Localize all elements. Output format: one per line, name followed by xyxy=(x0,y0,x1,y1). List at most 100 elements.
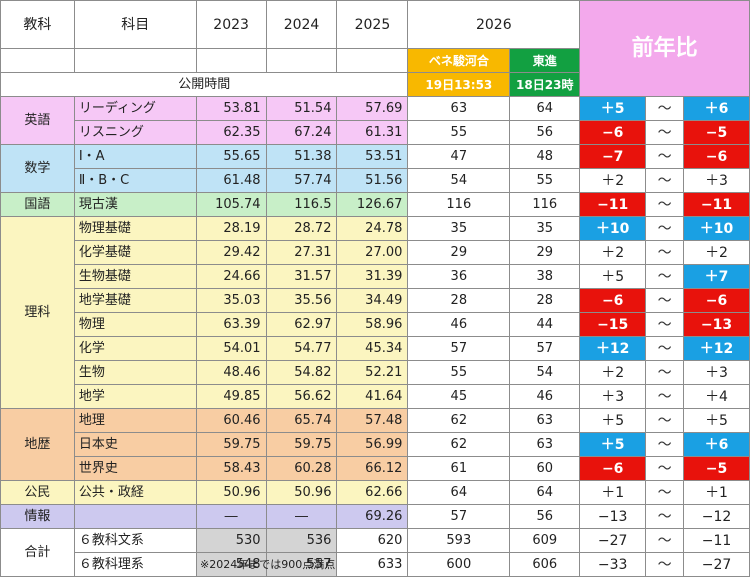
tilde-separator: 〜 xyxy=(645,216,685,241)
yoy-low: −33 xyxy=(579,552,647,577)
table-row: 合計 ６教科文系 530 536 620 593 609 −27 〜 −11 xyxy=(0,528,750,577)
subject-name-cell: 公共・政経 xyxy=(73,480,197,505)
yoy-high: −6 xyxy=(683,144,750,169)
toshin-score: 57 xyxy=(509,336,581,361)
yoy-high: −13 xyxy=(683,312,750,337)
score-2025: 52.21 xyxy=(336,360,409,385)
score-2025: 58.96 xyxy=(336,312,409,337)
benesse-score: 57 xyxy=(407,336,511,361)
yoy-high: −11 xyxy=(683,528,750,553)
score-2023: 55.65 xyxy=(195,144,267,169)
score-2025: 45.34 xyxy=(336,336,409,361)
yoy-low: −6 xyxy=(579,456,647,481)
tilde-separator: 〜 xyxy=(645,408,685,433)
yoy-high: ＋1 xyxy=(683,480,750,505)
score-2025: 31.39 xyxy=(336,264,409,289)
subject-name-cell: 地学基礎 xyxy=(73,288,197,313)
score-2025: 41.64 xyxy=(336,384,409,409)
tilde-separator: 〜 xyxy=(645,264,685,289)
yoy-high: −6 xyxy=(683,288,750,313)
public-time-label: 公開時間 xyxy=(0,72,409,97)
header-2024: 2024 xyxy=(265,0,338,49)
benesse-score: 54 xyxy=(407,168,511,193)
toshin-score: 48 xyxy=(509,144,581,169)
subject-name-cell: 地理 xyxy=(73,408,197,433)
score-2023: 63.39 xyxy=(195,312,267,337)
subject-name-cell: 日本史 xyxy=(73,432,197,457)
subject-name-cell: ６教科理系 xyxy=(73,552,197,577)
yoy-low: −11 xyxy=(579,192,647,217)
score-2024: 65.74 xyxy=(265,408,338,433)
score-2024: 60.28 xyxy=(265,456,338,481)
score-2023: 548 xyxy=(195,552,267,577)
score-2024: 54.82 xyxy=(265,360,338,385)
table-row: 地学 49.85 56.62 41.64 45 46 ＋3 〜＋4 xyxy=(1,384,750,409)
score-2025: 57.69 xyxy=(336,96,409,121)
score-2025: 34.49 xyxy=(336,288,409,313)
toshin-score: 29 xyxy=(509,240,581,265)
yoy-low: −7 xyxy=(579,144,647,169)
subject-name-cell xyxy=(73,504,197,529)
score-2024: 51.54 xyxy=(265,96,338,121)
tilde-separator: 〜 xyxy=(645,168,685,193)
toshin-score: 54 xyxy=(509,360,581,385)
yoy-low: ＋2 xyxy=(579,168,647,193)
benesse-score: 62 xyxy=(407,432,511,457)
subject-group-cell: 地歴 xyxy=(0,408,75,481)
table-row: 地学基礎 35.03 35.56 34.49 28 28 −6 〜 −6 xyxy=(1,288,750,313)
subject-name-cell: 生物 xyxy=(73,360,197,385)
yoy-high: ＋4 xyxy=(683,384,750,409)
score-2024: 116.5 xyxy=(265,192,338,217)
header-2025: 2025 xyxy=(336,0,409,49)
toshin-score: 606 xyxy=(509,552,581,577)
subject-name-cell: 地学 xyxy=(73,384,197,409)
benesse-score: 61 xyxy=(407,456,511,481)
tilde-separator: 〜 xyxy=(645,288,685,313)
table-row: 化学基礎 29.42 27.31 27.00 29 29 ＋2 〜＋2 xyxy=(1,240,750,265)
table-row: 情報 ― ― 69.26 57 56 −13 〜 −12 xyxy=(0,504,750,529)
header-subject: 科目 xyxy=(73,0,197,49)
toshin-time: 18日23時 xyxy=(509,72,581,97)
benesse-score: 593 xyxy=(407,528,511,553)
score-2024: 27.31 xyxy=(265,240,338,265)
subject-name-cell: 化学基礎 xyxy=(73,240,197,265)
benesse-score: 35 xyxy=(407,216,511,241)
score-2024: 54.77 xyxy=(265,336,338,361)
subject-group-cell: 国語 xyxy=(0,192,75,217)
score-2025: 633 xyxy=(336,552,409,577)
header-subject-group: 教科 xyxy=(0,0,75,49)
score-2023: 29.42 xyxy=(195,240,267,265)
blank-cell xyxy=(74,48,197,73)
score-2023: 35.03 xyxy=(195,288,267,313)
score-2023: 60.46 xyxy=(195,408,267,433)
tilde-separator: 〜 xyxy=(645,504,685,529)
benesse-score: 63 xyxy=(407,96,511,121)
subject-name-cell: リーディング xyxy=(73,96,197,121)
yoy-low: ＋5 xyxy=(579,96,647,121)
tilde-separator: 〜 xyxy=(645,336,685,361)
yoy-high: ＋12 xyxy=(683,336,750,361)
table-row: 日本史 59.75 59.75 56.99 62 63 ＋5 〜＋6 xyxy=(1,432,750,457)
benesse-score: 57 xyxy=(407,504,511,529)
yoy-high: −5 xyxy=(683,456,750,481)
score-2024: 67.24 xyxy=(265,120,338,145)
tilde-separator: 〜 xyxy=(645,144,685,169)
yoy-high: ＋6 xyxy=(683,96,750,121)
yoy-low: ＋1 xyxy=(579,480,647,505)
benesse-score: 45 xyxy=(407,384,511,409)
toshin-score: 63 xyxy=(509,432,581,457)
footnote: ※2024年までは900点満点 xyxy=(200,558,336,571)
yoy-high: −11 xyxy=(683,192,750,217)
tilde-separator: 〜 xyxy=(645,96,685,121)
benesse-score: 116 xyxy=(407,192,511,217)
yoy-high: ＋3 xyxy=(683,168,750,193)
score-2023: 62.35 xyxy=(195,120,267,145)
score-2023: 59.75 xyxy=(195,432,267,457)
yoy-high: −5 xyxy=(683,120,750,145)
score-2025: 620 xyxy=(336,528,409,553)
subject-name-cell: 物理 xyxy=(73,312,197,337)
table-row: Ⅱ・B・C 61.48 57.74 51.56 54 55 ＋2 〜＋3 xyxy=(1,168,750,193)
subject-group-cell: 英語 xyxy=(0,96,75,145)
score-2024: ― xyxy=(265,504,338,529)
